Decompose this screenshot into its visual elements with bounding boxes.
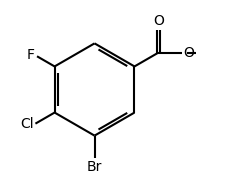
Text: O: O xyxy=(182,46,194,60)
Text: Br: Br xyxy=(86,160,102,174)
Text: Cl: Cl xyxy=(20,117,34,131)
Text: O: O xyxy=(152,14,163,28)
Text: F: F xyxy=(27,48,35,62)
